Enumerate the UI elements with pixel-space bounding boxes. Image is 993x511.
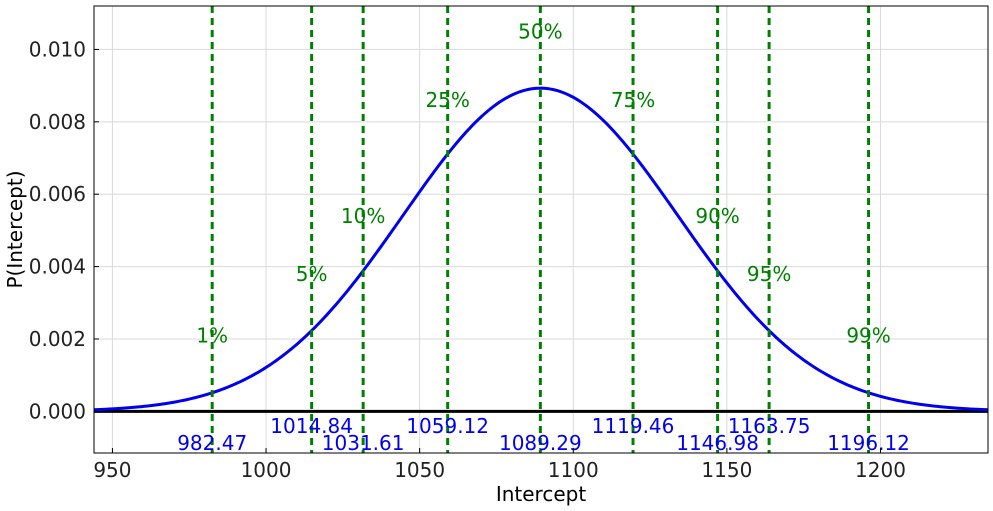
percentile-value-label: 1146.98: [676, 431, 759, 455]
percentile-value-label: 1014.84: [270, 414, 353, 438]
percentile-label: 90%: [695, 204, 739, 228]
percentile-value-label: 1196.12: [827, 431, 910, 455]
y-axis-label: P(Intercept): [3, 170, 27, 288]
percentile-value-label: 1119.46: [592, 414, 675, 438]
x-tick-label: 1200: [855, 458, 906, 482]
density-curve-layer: [93, 86, 989, 412]
x-tick-label: 1050: [394, 458, 445, 482]
percentile-value-label: 982.47: [177, 431, 247, 455]
y-axis-ticks: 0.000 0.002 0.004 0.006 0.008 0.010: [29, 37, 99, 423]
percentile-label: 5%: [296, 262, 328, 286]
percentile-label: 25%: [425, 88, 469, 112]
y-tick-label: 0.008: [29, 110, 86, 134]
percentile-label: 99%: [846, 323, 890, 347]
y-tick-label: 0.006: [29, 182, 86, 206]
x-axis-ticks: 950 1000 1050 1100 1150 1200: [93, 448, 906, 482]
percentile-label: 10%: [341, 204, 385, 228]
y-tick-label: 0.010: [29, 37, 86, 61]
x-tick-label: 1000: [241, 458, 292, 482]
y-tick-label: 0.002: [29, 327, 86, 351]
percentile-label: 95%: [747, 262, 791, 286]
percentile-value-label: 1163.75: [728, 414, 811, 438]
plot-frame: [93, 5, 989, 454]
x-tick-label: 1100: [548, 458, 599, 482]
percentile-label: 50%: [518, 19, 562, 43]
y-tick-label: 0.004: [29, 255, 86, 279]
percentile-value-label: 1059.12: [406, 414, 489, 438]
x-tick-label: 1150: [701, 458, 752, 482]
percentile-value-label: 1031.61: [322, 431, 405, 455]
percentile-value-label: 1089.29: [499, 431, 582, 455]
percentile-labels: 1% 5% 10% 25% 50% 75% 90% 95% 99%: [196, 19, 890, 347]
x-axis-label: Intercept: [496, 482, 587, 506]
x-tick-label: 950: [93, 458, 131, 482]
percentile-lines: [210, 6, 871, 453]
percentile-label: 1%: [196, 323, 228, 347]
density-curve: [93, 86, 989, 412]
percentile-label: 75%: [611, 88, 655, 112]
y-tick-label: 0.000: [29, 399, 86, 423]
